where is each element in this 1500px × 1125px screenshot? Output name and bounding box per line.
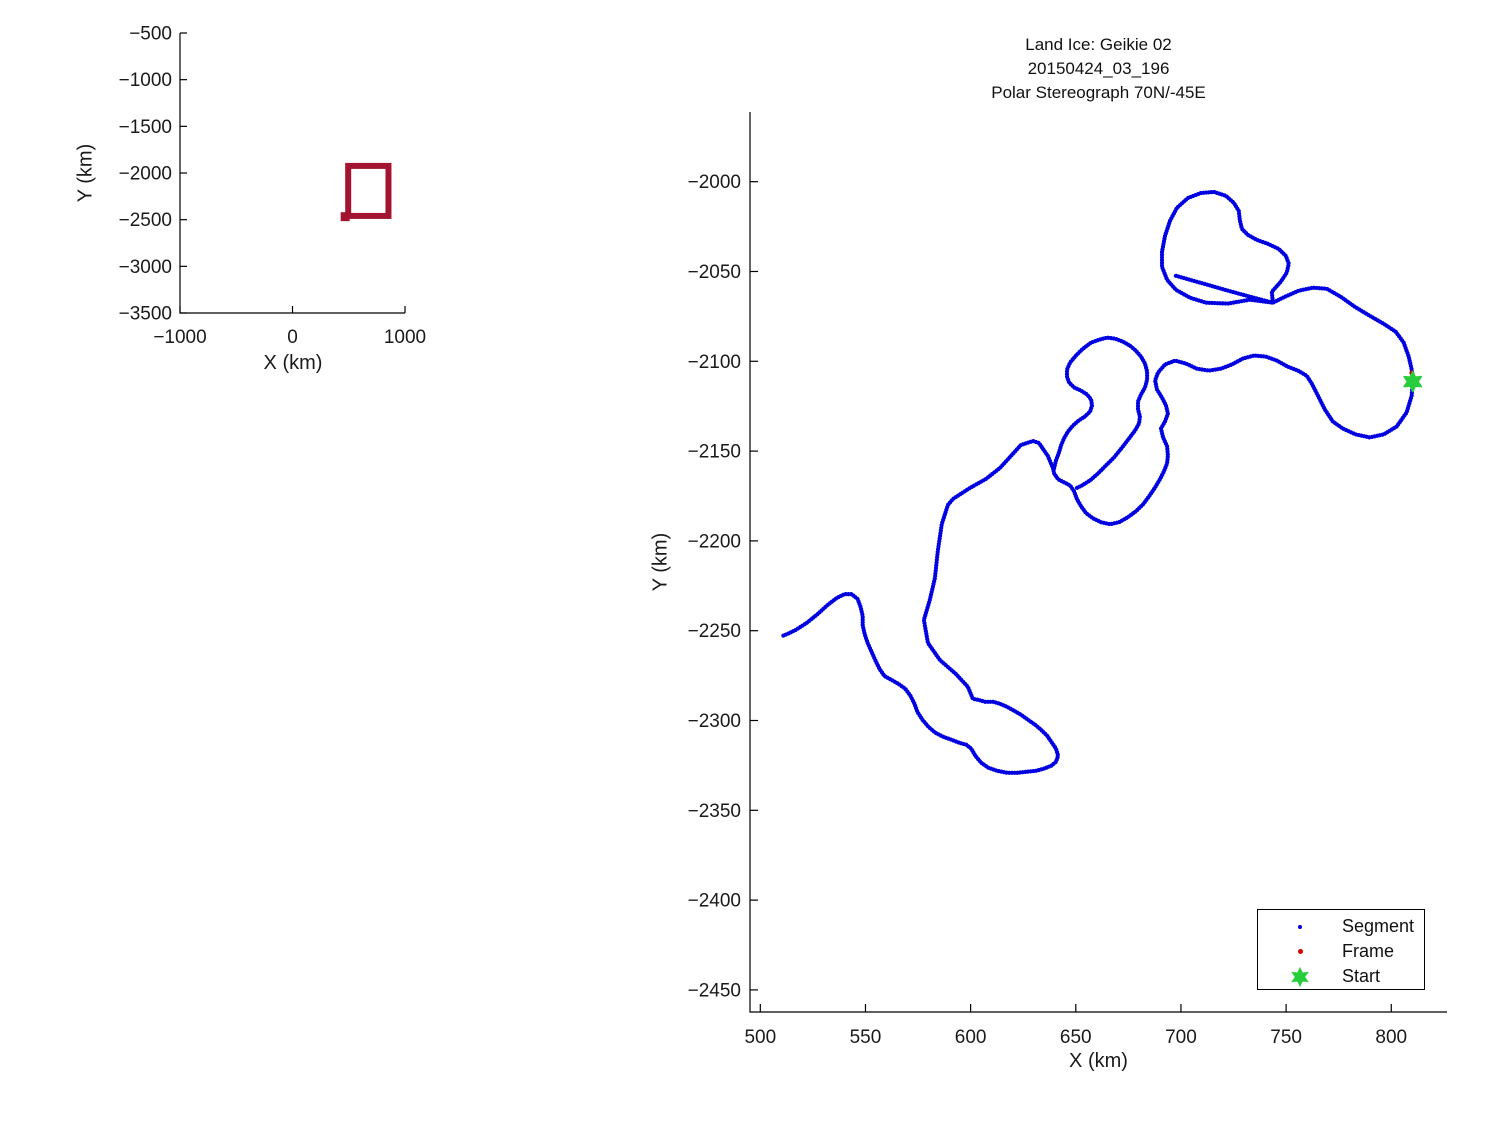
legend-label-frame: Frame [1342, 941, 1395, 961]
main-segment-path [1051, 335, 1150, 491]
overview-axes-spines [179, 33, 405, 314]
main-y-tick-label: −2100 [688, 352, 741, 373]
overview-y-tick-label: −2000 [119, 164, 172, 185]
main-x-axis-label: X (km) [1069, 1050, 1128, 1072]
main-x-tick-label: 550 [850, 1027, 882, 1048]
main-y-tick-label: −2450 [688, 980, 741, 1001]
main-segment-path [780, 189, 1415, 775]
overview-y-tick-label: −500 [129, 24, 172, 45]
main-y-tick-label: −2350 [688, 801, 741, 822]
legend-item-frame: Frame [1258, 939, 1424, 964]
start-hexagram-icon [1291, 966, 1309, 987]
flight-footprint-notch [340, 212, 350, 222]
main-y-tick-label: −2150 [688, 442, 741, 463]
overview-y-tick-label: −1000 [119, 70, 172, 91]
overview-y-tick-label: −3000 [119, 257, 172, 278]
legend-label-segment: Segment [1342, 916, 1415, 936]
main-x-tick-label: 700 [1165, 1027, 1197, 1048]
overview-x-tick-label: 1000 [384, 327, 426, 348]
main-x-tick-label: 600 [955, 1027, 987, 1048]
main-y-tick-label: −2250 [688, 621, 741, 642]
overview-y-tick-label: −1500 [119, 117, 172, 138]
legend-item-segment: Segment [1258, 914, 1424, 939]
main-x-tick-label: 750 [1270, 1027, 1302, 1048]
overview-x-tick-label: −1000 [153, 327, 206, 348]
main-y-tick-label: −2400 [688, 891, 741, 912]
flight-footprint-outline [345, 162, 392, 219]
segment-dot-icon [1298, 924, 1302, 929]
title-line-1: Land Ice: Geikie 02 [1025, 35, 1172, 54]
main-y-tick-label: −2000 [688, 172, 741, 193]
main-x-tick-label: 500 [744, 1027, 776, 1048]
start-marker [1403, 370, 1423, 393]
main-x-tick-label: 650 [1060, 1027, 1092, 1048]
main-y-tick-label: −2200 [688, 531, 741, 552]
main-axes-spines [749, 112, 1447, 1013]
overview-x-tick-label: 0 [287, 327, 298, 348]
overview-y-axis-label: Y (km) [74, 143, 97, 203]
main-y-tick-label: −2050 [688, 262, 741, 283]
overview-x-axis-label: X (km) [263, 352, 323, 374]
main-plot-title: Land Ice: Geikie 02 20150424_03_196 Pola… [750, 33, 1447, 105]
main-y-axis-label: Y (km) [649, 532, 672, 592]
main-x-tick-label: 800 [1375, 1027, 1407, 1048]
legend-label-start: Start [1342, 966, 1381, 986]
main-y-tick-label: −2300 [688, 711, 741, 732]
title-line-3: Polar Stereograph 70N/-45E [991, 83, 1206, 102]
overview-y-tick-label: −3500 [119, 304, 172, 325]
frame-dot-icon [1297, 949, 1303, 954]
legend-item-start: Start [1258, 964, 1424, 989]
legend: Segment Frame Start [1257, 909, 1425, 990]
overview-y-tick-label: −2500 [119, 210, 172, 231]
title-line-2: 20150424_03_196 [1027, 59, 1170, 78]
